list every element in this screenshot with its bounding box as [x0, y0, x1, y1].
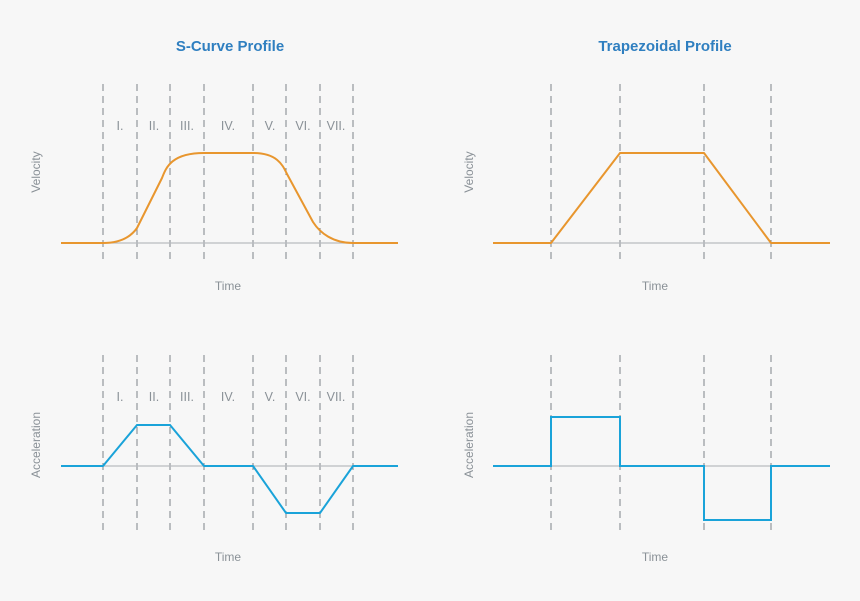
phase-label-4: IV.	[221, 390, 235, 404]
scurve-velocity-xlabel: Time	[215, 279, 242, 293]
phase-label-3: III.	[180, 390, 194, 404]
trap-acceleration-panel: Acceleration Time	[462, 355, 830, 564]
trap-velocity-phase-lines	[550, 84, 772, 262]
phase-label-4: IV.	[221, 119, 235, 133]
scurve-velocity-ylabel: Velocity	[29, 151, 43, 192]
phase-label-1: I.	[117, 390, 124, 404]
scurve-title: S-Curve Profile	[176, 38, 284, 55]
trap-velocity-xlabel: Time	[642, 279, 669, 293]
scurve-velocity-phase-lines	[102, 84, 354, 262]
trap-velocity-curve	[493, 152, 830, 244]
phase-label-6: VI.	[295, 119, 310, 133]
trap-velocity-panel: Velocity Time	[462, 84, 830, 293]
scurve-velocity-phase-labels: I. II. III. IV. V. VI. VII.	[117, 119, 346, 133]
scurve-acceleration-xlabel: Time	[215, 550, 242, 564]
trap-acceleration-curve	[493, 416, 830, 521]
trapezoidal-title: Trapezoidal Profile	[598, 38, 731, 55]
phase-label-2: II.	[149, 390, 159, 404]
trap-velocity-ylabel: Velocity	[462, 151, 476, 192]
phase-label-3: III.	[180, 119, 194, 133]
phase-label-1: I.	[117, 119, 124, 133]
trap-acceleration-ylabel: Acceleration	[462, 412, 476, 478]
scurve-velocity-curve	[61, 152, 398, 244]
phase-label-2: II.	[149, 119, 159, 133]
trap-acceleration-phase-lines	[550, 355, 772, 535]
phase-label-7: VII.	[327, 119, 346, 133]
scurve-acceleration-phase-lines	[102, 355, 354, 535]
scurve-acceleration-ylabel: Acceleration	[29, 412, 43, 478]
phase-label-7: VII.	[327, 390, 346, 404]
scurve-acceleration-curve	[61, 424, 398, 514]
phase-label-5: V.	[265, 390, 276, 404]
scurve-acceleration-phase-labels: I. II. III. IV. V. VI. VII.	[117, 390, 346, 404]
scurve-acceleration-panel: I. II. III. IV. V. VI. VII. Acceleration…	[29, 355, 398, 564]
phase-label-6: VI.	[295, 390, 310, 404]
trap-acceleration-xlabel: Time	[642, 550, 669, 564]
scurve-velocity-panel: I. II. III. IV. V. VI. VII. Velocity Tim…	[29, 84, 398, 293]
phase-label-5: V.	[265, 119, 276, 133]
